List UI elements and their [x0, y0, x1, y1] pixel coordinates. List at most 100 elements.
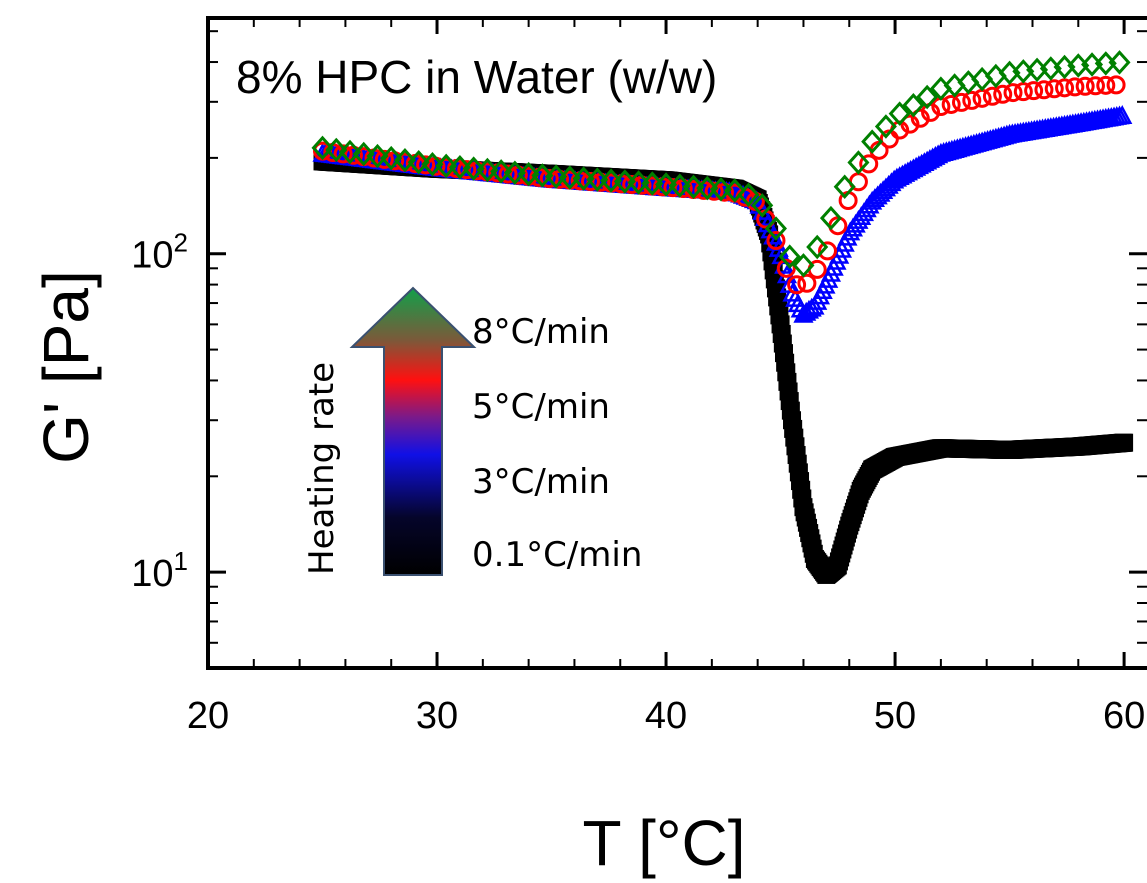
data-point: [352, 141, 375, 167]
data-point: [847, 150, 870, 175]
data-point: [622, 175, 642, 195]
data-point: [861, 129, 884, 154]
x-tick-label: 20: [187, 695, 229, 737]
y-axis-label: G' [Pa]: [30, 270, 102, 464]
data-point: [416, 155, 436, 175]
y-tick-label: 102: [131, 228, 188, 277]
data-point: [951, 92, 971, 112]
x-tick-label: 30: [416, 695, 458, 737]
data-point: [380, 145, 403, 171]
data-point: [798, 299, 820, 319]
series-8-C-min: [311, 50, 1131, 278]
data-point: [696, 175, 719, 201]
data-point: [682, 174, 705, 200]
data-point: [311, 135, 334, 161]
data-point: [435, 153, 458, 179]
data-point: [503, 160, 526, 185]
x-tick-label: 50: [874, 695, 916, 737]
data-point: [833, 174, 856, 200]
data-point: [806, 234, 829, 260]
data-point: [338, 139, 362, 165]
data-point: [704, 181, 724, 201]
data-point: [407, 150, 430, 175]
data-point: [818, 241, 838, 261]
series-5-C-min: [313, 75, 1126, 295]
legend-entry-3: 3°C/min: [472, 462, 610, 502]
data-point: [1024, 81, 1044, 101]
data-point: [751, 193, 774, 218]
data-point: [797, 273, 817, 293]
series-layer: [311, 50, 1134, 584]
legend: Heating rate 8°C/min 5°C/min 3°C/min 0.1…: [302, 286, 642, 576]
data-point: [982, 86, 1002, 106]
data-point: [1034, 80, 1054, 100]
x-tick-label: 40: [645, 695, 687, 737]
data-point: [517, 161, 540, 187]
legend-entry-8: 8°C/min: [472, 312, 610, 352]
data-point: [366, 143, 389, 169]
plot-frame: [206, 16, 1147, 670]
data-point: [766, 231, 786, 251]
data-point: [993, 84, 1013, 104]
data-point: [1108, 50, 1131, 75]
data-point: [613, 169, 636, 194]
heating-rate-arrow: [349, 286, 477, 576]
data-point: [457, 160, 477, 180]
data-point: [1085, 76, 1105, 96]
data-point: [476, 157, 499, 183]
data-point: [421, 152, 444, 177]
y-tick-label: 101: [131, 546, 188, 595]
data-point: [778, 244, 801, 269]
data-point: [641, 171, 664, 196]
data-point: [723, 178, 746, 203]
data-point: [1065, 77, 1085, 97]
data-point: [902, 93, 925, 118]
data-point: [580, 172, 600, 192]
data-point: [545, 164, 568, 189]
data-point: [819, 205, 842, 231]
data-point: [1003, 83, 1023, 103]
data-point: [787, 275, 807, 295]
data-point: [1075, 76, 1095, 96]
data-point: [796, 301, 817, 321]
data-point: [393, 147, 416, 173]
data-point: [1106, 75, 1126, 95]
data-point: [572, 166, 595, 191]
data-point: [916, 84, 939, 110]
data-point: [586, 167, 609, 192]
data-point: [374, 149, 394, 169]
data-point: [910, 108, 930, 128]
data-point: [462, 156, 485, 181]
x-axis-label: T [°C]: [582, 807, 745, 879]
data-point: [941, 94, 961, 114]
data-point: [1096, 75, 1116, 95]
legend-title: Heating rate: [302, 362, 342, 575]
data-point: [663, 178, 683, 198]
axes-layer: 20 30 40 50 60 101 102: [131, 16, 1147, 737]
series-3-C-min: [312, 105, 1133, 323]
data-point: [962, 90, 982, 110]
data-point: [792, 253, 815, 278]
data-point: [490, 159, 513, 184]
data-point: [888, 101, 911, 126]
data-point: [448, 155, 471, 180]
chart-title: 8% HPC in Water (w/w): [236, 51, 717, 103]
data-point: [498, 164, 518, 184]
data-point: [1112, 105, 1133, 124]
data-point: [1055, 78, 1075, 98]
legend-entry-0-1: 0.1°C/min: [472, 535, 642, 575]
data-point: [668, 173, 691, 198]
data-point: [558, 165, 581, 190]
data-point: [1044, 79, 1064, 99]
data-point: [627, 170, 650, 195]
data-point: [709, 177, 733, 202]
data-point: [776, 258, 796, 278]
data-point: [900, 114, 920, 134]
data-point: [1115, 433, 1134, 452]
x-tick-label: 60: [1103, 695, 1145, 737]
data-point: [325, 137, 348, 163]
legend-entry-5: 5°C/min: [472, 387, 610, 427]
data-point: [539, 168, 559, 188]
data-point: [859, 154, 879, 174]
